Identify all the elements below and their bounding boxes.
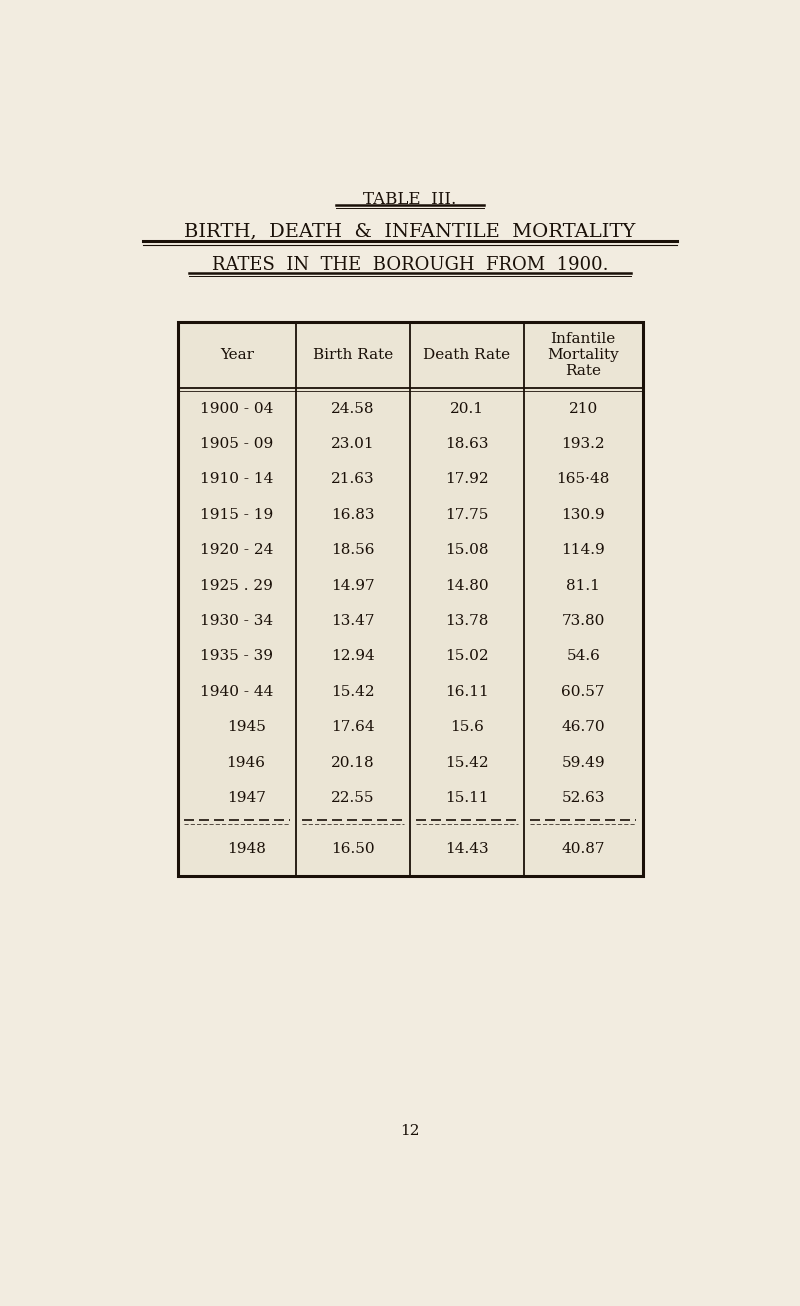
Text: 52.63: 52.63 <box>562 791 605 804</box>
Text: 17.75: 17.75 <box>446 508 489 522</box>
Text: 1940 - 44: 1940 - 44 <box>200 684 274 699</box>
Text: 1925 . 29: 1925 . 29 <box>200 579 274 593</box>
Text: 59.49: 59.49 <box>562 756 605 769</box>
Text: 165·48: 165·48 <box>557 473 610 486</box>
Text: Infantile
Mortality
Rate: Infantile Mortality Rate <box>547 332 619 379</box>
Text: 23.01: 23.01 <box>331 438 375 451</box>
Text: 15.08: 15.08 <box>446 543 489 558</box>
Text: 1910 - 14: 1910 - 14 <box>200 473 274 486</box>
Text: 18.56: 18.56 <box>331 543 374 558</box>
Text: 1900 - 04: 1900 - 04 <box>200 401 274 415</box>
Text: 20.1: 20.1 <box>450 401 484 415</box>
Text: 21.63: 21.63 <box>331 473 375 486</box>
Text: 193.2: 193.2 <box>562 438 605 451</box>
Text: 12.94: 12.94 <box>331 649 375 663</box>
Text: 13.78: 13.78 <box>446 614 489 628</box>
Text: 1935 - 39: 1935 - 39 <box>200 649 274 663</box>
Text: 130.9: 130.9 <box>562 508 605 522</box>
Text: 15.6: 15.6 <box>450 721 484 734</box>
Text: 20.18: 20.18 <box>331 756 375 769</box>
Text: 22.55: 22.55 <box>331 791 374 804</box>
Text: Year: Year <box>220 347 254 362</box>
Text: 73.80: 73.80 <box>562 614 605 628</box>
Text: 1930 - 34: 1930 - 34 <box>200 614 274 628</box>
Text: 14.43: 14.43 <box>445 842 489 855</box>
Text: 1945: 1945 <box>226 721 266 734</box>
Text: Death Rate: Death Rate <box>423 347 510 362</box>
Text: 1948: 1948 <box>226 842 266 855</box>
Text: 14.80: 14.80 <box>445 579 489 593</box>
Text: 1915 - 19: 1915 - 19 <box>200 508 274 522</box>
Text: 16.83: 16.83 <box>331 508 374 522</box>
Text: 1920 - 24: 1920 - 24 <box>200 543 274 558</box>
Text: 15.11: 15.11 <box>445 791 489 804</box>
Text: 40.87: 40.87 <box>562 842 605 855</box>
Text: 1905 - 09: 1905 - 09 <box>200 438 274 451</box>
Text: 24.58: 24.58 <box>331 401 374 415</box>
Text: 60.57: 60.57 <box>562 684 605 699</box>
Bar <box>178 323 642 876</box>
Text: 12: 12 <box>400 1123 420 1138</box>
Text: 54.6: 54.6 <box>566 649 600 663</box>
Text: 17.64: 17.64 <box>331 721 375 734</box>
Text: 16.50: 16.50 <box>331 842 375 855</box>
Text: 15.42: 15.42 <box>445 756 489 769</box>
Text: 114.9: 114.9 <box>562 543 605 558</box>
Text: 17.92: 17.92 <box>445 473 489 486</box>
Text: RATES  IN  THE  BOROUGH  FROM  1900.: RATES IN THE BOROUGH FROM 1900. <box>212 256 608 273</box>
Text: 15.02: 15.02 <box>445 649 489 663</box>
Text: 14.97: 14.97 <box>331 579 375 593</box>
Text: 15.42: 15.42 <box>331 684 375 699</box>
Text: 18.63: 18.63 <box>446 438 489 451</box>
Text: 1947: 1947 <box>226 791 266 804</box>
Text: 81.1: 81.1 <box>566 579 600 593</box>
Text: 210: 210 <box>569 401 598 415</box>
Text: 1946: 1946 <box>226 756 266 769</box>
Text: BIRTH,  DEATH  &  INFANTILE  MORTALITY: BIRTH, DEATH & INFANTILE MORTALITY <box>184 222 636 240</box>
Text: 46.70: 46.70 <box>562 721 605 734</box>
Text: Birth Rate: Birth Rate <box>313 347 393 362</box>
Text: TABLE  III.: TABLE III. <box>363 191 457 208</box>
Text: 16.11: 16.11 <box>445 684 489 699</box>
Text: 13.47: 13.47 <box>331 614 374 628</box>
